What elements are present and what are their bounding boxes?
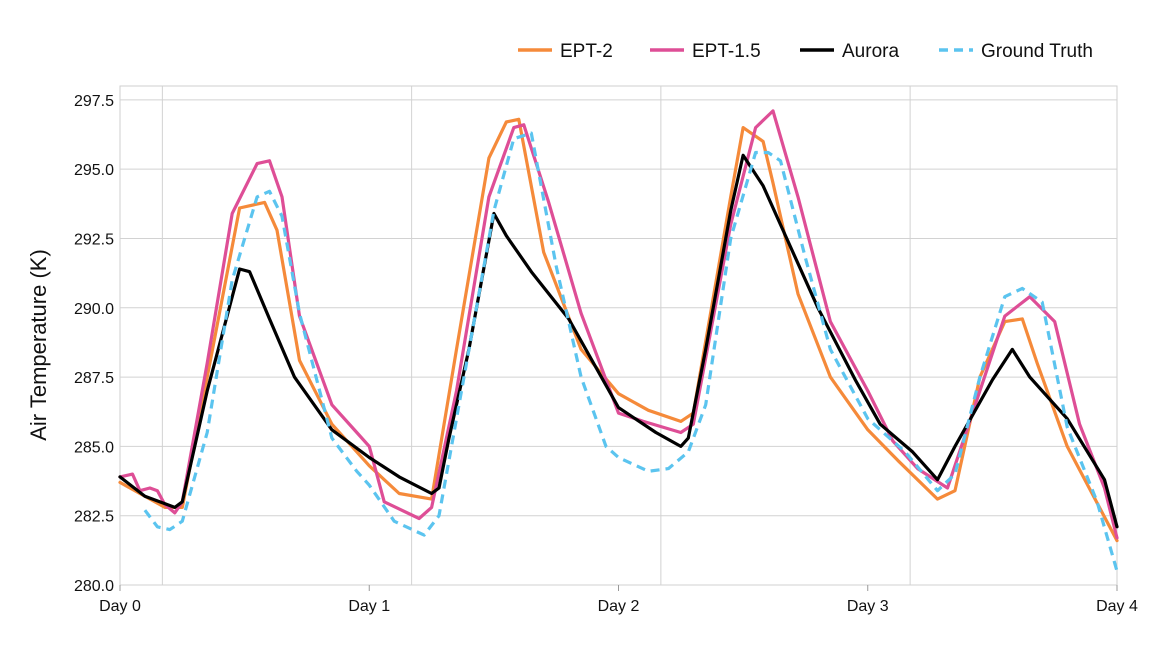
series-line-ept-1-5 — [118, 109, 1119, 540]
series-line-ept-2 — [118, 117, 1119, 543]
series-line-ground-truth — [143, 131, 1119, 572]
legend: EPT-2 EPT-1.5 Aurora Ground Truth — [518, 41, 1093, 62]
x-tick-label: Day 4 — [1096, 598, 1138, 615]
y-tick-label: 292.5 — [74, 231, 114, 248]
x-tick-label: Day 0 — [99, 598, 141, 615]
y-tick-label: 287.5 — [74, 370, 114, 387]
y-tick-label: 297.5 — [74, 93, 114, 110]
series-layer — [118, 109, 1119, 572]
y-axis-label: Air Temperature (K) — [26, 249, 51, 441]
legend-label: Aurora — [842, 41, 899, 62]
grid-layer — [119, 85, 1118, 586]
series-line-aurora — [118, 153, 1119, 529]
x-tick-label: Day 2 — [598, 598, 640, 615]
legend-label: Ground Truth — [981, 41, 1093, 62]
axis-layer: Air Temperature (K) 280.0 282.5 285.0 287.5… — [26, 93, 1138, 615]
x-tick-label: Day 3 — [847, 598, 889, 615]
y-tick-label: 280.0 — [74, 578, 114, 595]
y-tick-label: 295.0 — [74, 162, 114, 179]
y-tick-label: 282.5 — [74, 509, 114, 526]
legend-label: EPT-2 — [560, 41, 613, 62]
y-tick-label: 285.0 — [74, 439, 114, 456]
y-tick-label: 290.0 — [74, 301, 114, 318]
legend-label: EPT-1.5 — [692, 41, 761, 62]
x-tick-label: Day 1 — [348, 598, 390, 615]
